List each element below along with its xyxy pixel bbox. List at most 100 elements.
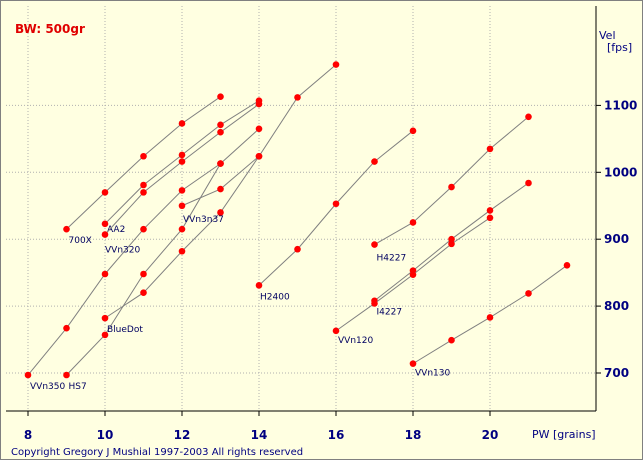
series-vvn350: VVn350 (24, 160, 224, 392)
data-point (332, 200, 340, 208)
data-point (294, 245, 301, 253)
data-point (448, 235, 455, 243)
data-point (486, 214, 494, 222)
series-label: H4227 (377, 254, 407, 264)
series-line-h4227 (374, 116, 529, 245)
data-point (217, 185, 224, 193)
chart-title: BW: 500gr (15, 22, 85, 36)
series-label: VVn130 (415, 369, 450, 379)
series-h4227: H4227 (371, 113, 532, 264)
data-point (101, 270, 109, 278)
data-point (409, 219, 417, 226)
series-vvn120: VVn120 (332, 214, 494, 346)
data-point (448, 336, 455, 344)
data-point (448, 240, 455, 248)
x-axis-title: PW [grains] (532, 428, 596, 441)
series-bluedot: BlueDot (101, 152, 263, 335)
data-point (217, 128, 224, 136)
data-point (255, 100, 263, 108)
data-point (24, 371, 32, 379)
data-point (178, 120, 186, 127)
series-vvn320: VVn320 (101, 100, 263, 256)
series-label: VVn3n37 (183, 215, 224, 225)
series-vvn3n37: VVn3n37 (178, 61, 340, 225)
series-label: AA2 (107, 225, 125, 235)
y-tick-label: 700 (604, 366, 629, 380)
data-point (409, 271, 417, 278)
data-point (409, 127, 417, 135)
series-group: VVn350 HS7 BlueDot 700X AA2 VVn320 VVn3n37 H240… (24, 61, 571, 392)
series-h2400: H2400 (255, 127, 417, 302)
data-point (178, 187, 186, 194)
data-point (448, 183, 455, 191)
data-point (525, 113, 532, 121)
data-point (101, 189, 109, 196)
series-label: BlueDot (107, 325, 143, 335)
data-point (217, 209, 224, 216)
data-point (178, 151, 186, 159)
data-point (178, 225, 186, 233)
data-point (140, 189, 147, 196)
data-point (525, 290, 532, 297)
data-point (63, 324, 70, 332)
x-tick-label: 16 (328, 428, 345, 442)
y-tick-label: 1100 (604, 98, 637, 112)
data-point (371, 300, 378, 307)
axes (6, 6, 597, 412)
data-point (332, 61, 340, 68)
series-label: H2400 (260, 292, 290, 302)
data-point (101, 314, 109, 322)
data-point (178, 158, 186, 165)
series-label: VVn320 (105, 246, 140, 256)
series-hs7: HS7 (63, 125, 263, 392)
series-i4227: I4227 (371, 179, 532, 318)
x-tick-label: 14 (251, 428, 268, 442)
data-point (101, 331, 109, 339)
x-tick-label: 18 (405, 428, 422, 442)
data-point (140, 181, 147, 189)
y-axis-title-line2: [fps] (607, 41, 632, 54)
data-point (294, 94, 301, 101)
data-point (63, 371, 70, 379)
data-point (486, 145, 494, 153)
series-label: VVn350 (30, 382, 65, 392)
series-vvn130: VVn130 (409, 261, 571, 379)
x-tick-label: 20 (482, 428, 499, 442)
data-point (255, 125, 263, 133)
series-line-hs7 (66, 128, 260, 376)
grid (6, 6, 601, 416)
x-tick-label: 10 (97, 428, 114, 442)
series-aa2: AA2 (101, 97, 263, 235)
data-point (178, 202, 186, 210)
data-point (101, 220, 109, 228)
tick-labels: 8 10 12 14 16 18 20 700 800 900 1000 1100 (24, 98, 638, 442)
data-point (486, 314, 494, 321)
series-label: 700X (69, 236, 92, 246)
data-point (140, 289, 147, 297)
data-point (371, 241, 378, 248)
data-point (371, 158, 378, 165)
y-tick-label: 900 (604, 232, 629, 246)
data-point (255, 152, 263, 160)
y-tick-label: 1000 (604, 165, 637, 179)
data-point (486, 207, 494, 214)
data-point (140, 152, 147, 160)
y-axis-title-line1: Vel (599, 29, 616, 42)
series-700x: 700X (63, 93, 224, 246)
data-point (140, 270, 147, 278)
data-point (101, 231, 109, 238)
series-label: VVn120 (338, 336, 373, 346)
x-tick-label: 8 (24, 428, 32, 442)
data-point (332, 327, 340, 335)
data-point (217, 160, 224, 167)
data-point (409, 360, 417, 367)
series-line-700x (66, 96, 221, 230)
data-point (255, 282, 263, 289)
data-point (525, 179, 532, 187)
series-label: I4227 (377, 308, 403, 318)
data-point (178, 247, 186, 255)
series-line-vvn350 (27, 163, 221, 376)
data-point (563, 261, 571, 269)
y-tick-label: 800 (604, 299, 629, 313)
